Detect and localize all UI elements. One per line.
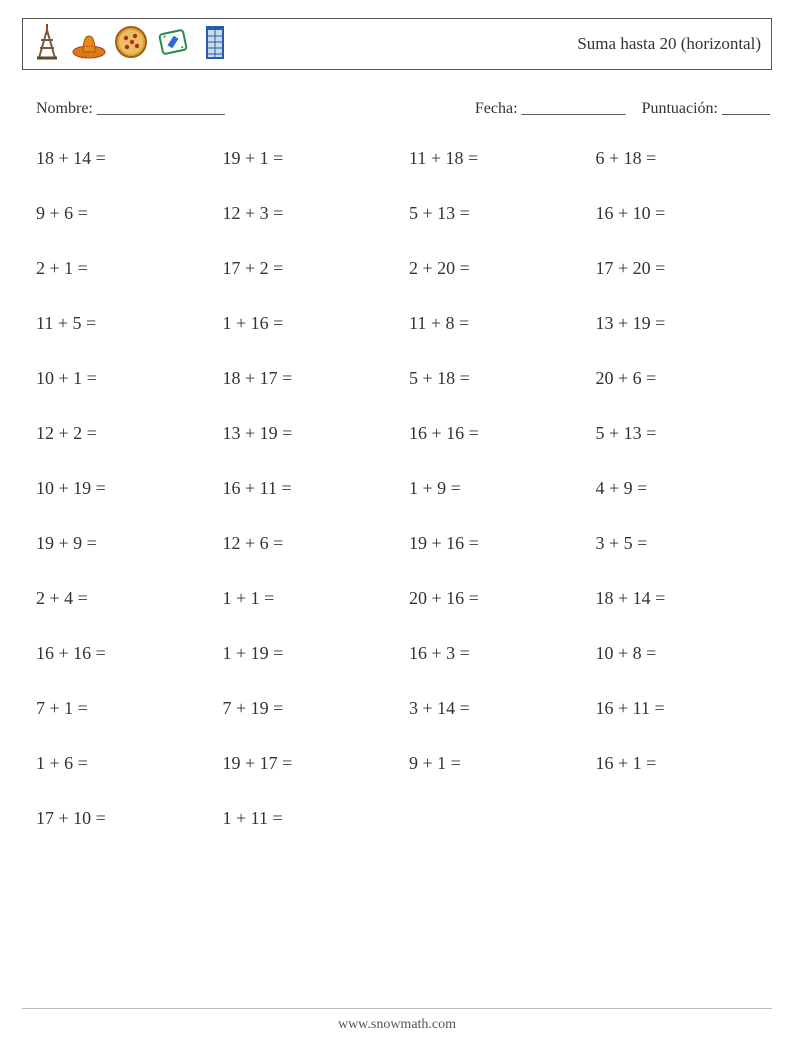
problem-cell: 5 + 13 = [409,203,586,224]
problem-cell: 16 + 11 = [223,478,400,499]
problem-cell: 19 + 1 = [223,148,400,169]
problem-cell: 18 + 17 = [223,368,400,389]
problem-cell: 13 + 19 = [223,423,400,444]
problems-grid: 18 + 14 = 19 + 1 = 11 + 18 = 6 + 18 = 9 + 6 … [22,148,772,829]
problem-cell: 20 + 6 = [596,368,773,389]
problem-cell: 16 + 11 = [596,698,773,719]
problem-cell: 19 + 9 = [36,533,213,554]
problem-cell: 4 + 9 = [596,478,773,499]
footer-text: www.snowmath.com [0,1017,794,1033]
meta-row: Nombre: ________________ Fecha: ________… [22,100,772,118]
tower-icon [29,22,65,67]
problem-cell: 3 + 14 = [409,698,586,719]
problem-cell: 11 + 18 = [409,148,586,169]
problem-cell: 13 + 19 = [596,313,773,334]
problem-cell: 16 + 1 = [596,753,773,774]
problem-cell: 5 + 18 = [409,368,586,389]
header-box: Suma hasta 20 (horizontal) [22,18,772,70]
problem-cell: 2 + 1 = [36,258,213,279]
problem-cell: 17 + 2 = [223,258,400,279]
worksheet-title: Suma hasta 20 (horizontal) [577,34,761,54]
problem-cell: 11 + 8 = [409,313,586,334]
problem-cell: 12 + 3 = [223,203,400,224]
problem-cell: 10 + 19 = [36,478,213,499]
worksheet-page: Suma hasta 20 (horizontal) Nombre: _____… [0,0,794,1053]
date-label: Fecha: _____________ [475,100,626,118]
problem-cell: 1 + 1 = [223,588,400,609]
problem-cell: 11 + 5 = [36,313,213,334]
problem-cell: 17 + 10 = [36,808,213,829]
problem-cell: 1 + 6 = [36,753,213,774]
problem-cell: 3 + 5 = [596,533,773,554]
problem-cell: 16 + 16 = [36,643,213,664]
problem-cell: 19 + 17 = [223,753,400,774]
problem-cell: 5 + 13 = [596,423,773,444]
problem-cell: 1 + 11 = [223,808,400,829]
problem-cell: 6 + 18 = [596,148,773,169]
sombrero-icon [71,22,107,67]
score-label: Puntuación: ______ [642,100,770,118]
problem-cell: 1 + 16 = [223,313,400,334]
problem-cell: 19 + 16 = [409,533,586,554]
name-label: Nombre: ________________ [22,100,225,118]
problem-cell: 10 + 8 = [596,643,773,664]
problem-cell: 7 + 19 = [223,698,400,719]
problem-cell: 7 + 1 = [36,698,213,719]
problem-cell: 2 + 4 = [36,588,213,609]
problem-cell: 16 + 10 = [596,203,773,224]
problem-cell: 16 + 3 = [409,643,586,664]
problem-cell: 1 + 19 = [223,643,400,664]
pizza-icon [113,22,149,67]
problem-cell: 18 + 14 = [36,148,213,169]
header-icons [29,22,233,67]
problem-cell: 12 + 6 = [223,533,400,554]
problem-cell: 9 + 6 = [36,203,213,224]
problem-cell: 10 + 1 = [36,368,213,389]
problem-cell: 2 + 20 = [409,258,586,279]
problem-cell: 20 + 16 = [409,588,586,609]
problem-cell: 16 + 16 = [409,423,586,444]
phonebooth-icon [197,22,233,67]
problem-cell: 9 + 1 = [409,753,586,774]
problem-cell: 17 + 20 = [596,258,773,279]
problem-cell: 18 + 14 = [596,588,773,609]
problem-cell: 1 + 9 = [409,478,586,499]
problem-cell: 12 + 2 = [36,423,213,444]
page-footer: www.snowmath.com [0,1008,794,1033]
footer-divider [22,1008,772,1009]
ticket-icon [155,22,191,67]
